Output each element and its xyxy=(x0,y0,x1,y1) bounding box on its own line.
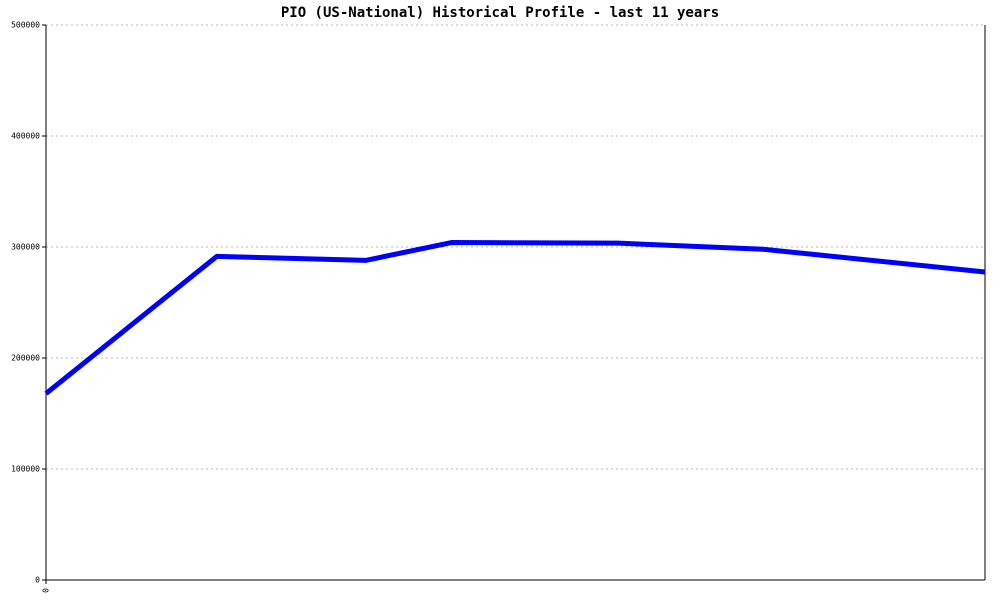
y-tick-label: 100000 xyxy=(11,465,40,474)
x-tick-label: 0 xyxy=(42,588,51,593)
y-tick-label: 0 xyxy=(35,576,40,585)
data-line xyxy=(44,240,986,396)
y-tick-label: 300000 xyxy=(11,243,40,252)
y-tick-label: 200000 xyxy=(11,354,40,363)
y-tick-label: 500000 xyxy=(11,21,40,30)
chart-title: PIO (US-National) Historical Profile - l… xyxy=(281,5,719,21)
y-tick-label: 400000 xyxy=(11,132,40,141)
